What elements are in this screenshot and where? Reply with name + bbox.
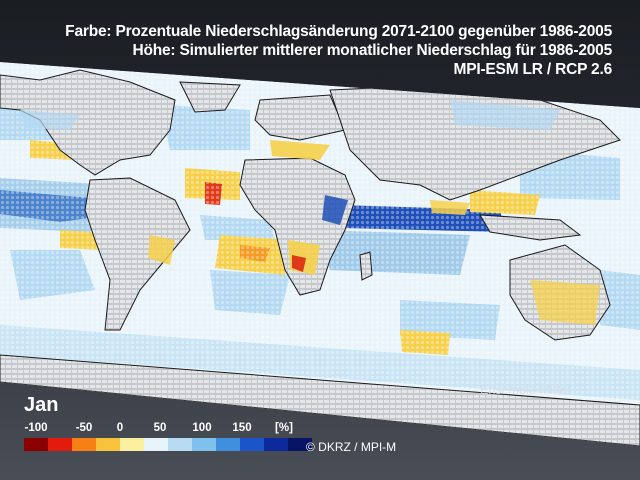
- land-madagascar: [359, 251, 373, 281]
- colorbar-swatch: [24, 438, 48, 451]
- land-patch-dry-mediterranean: [270, 140, 330, 160]
- land-change-patches: [20, 100, 600, 325]
- land-patch-dry-south-america: [148, 235, 175, 265]
- land-patch-wet-north-asia: [450, 100, 560, 130]
- colorbar-swatch: [144, 438, 168, 451]
- colorbar-swatch: [288, 438, 312, 451]
- land-patch-dry-australia: [530, 280, 600, 325]
- title-line-height: Höhe: Simulierter mittlerer monatlicher …: [132, 42, 612, 59]
- colorbar: [24, 438, 312, 451]
- land-indonesia: [479, 214, 582, 241]
- land-patch-dry-asia: [430, 200, 470, 215]
- colorbar-swatch: [264, 438, 288, 451]
- land-africa: [239, 157, 356, 296]
- title-line-model: MPI-ESM LR / RCP 2.6: [453, 61, 613, 78]
- land-antarctica: [0, 354, 640, 446]
- map-title: Farbe: Prozentuale Niederschlagsänderung…: [12, 22, 612, 79]
- colorbar-swatch: [168, 438, 192, 451]
- land-south-america: [84, 177, 191, 331]
- colorbar-swatch: [96, 438, 120, 451]
- colorbar-swatch: [120, 438, 144, 451]
- copyright-credit: © DKRZ / MPI-M: [306, 440, 397, 454]
- colorbar-swatch: [240, 438, 264, 451]
- month-label: Jan: [24, 394, 59, 416]
- land-patch-dry-africa-core: [292, 255, 306, 272]
- colorbar-swatch: [192, 438, 216, 451]
- land-greenland: [179, 81, 241, 113]
- title-line-color: Farbe: Prozentuale Niederschlagsänderung…: [65, 23, 612, 40]
- land-patch-wet-north-america: [20, 110, 80, 130]
- colorbar-swatch: [48, 438, 72, 451]
- ensemble-label: Ensemble-Mittel: [480, 383, 570, 397]
- colorbar-swatch: [216, 438, 240, 451]
- land-europe: [254, 94, 346, 141]
- colorbar-swatch: [72, 438, 96, 451]
- land-patch-wet-east-africa: [322, 195, 348, 225]
